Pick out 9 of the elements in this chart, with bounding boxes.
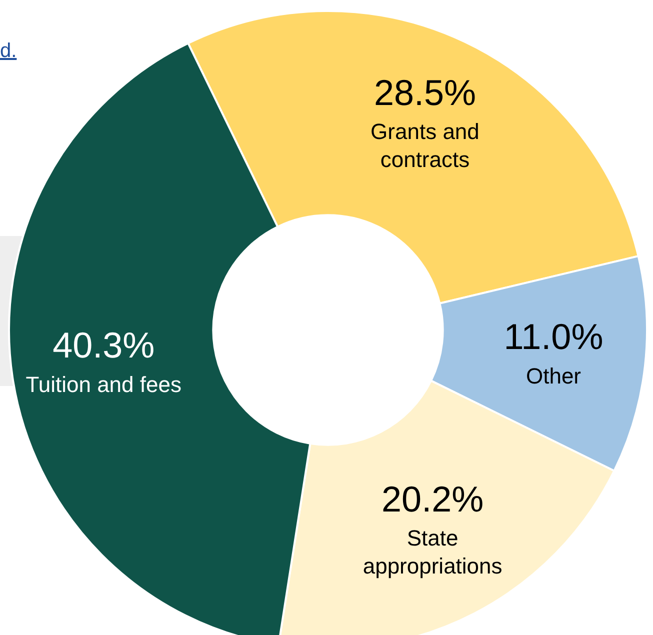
slice-label: Other [526, 363, 582, 388]
data-label: 40.3% [52, 324, 155, 366]
data-label: 11.0% [504, 316, 604, 358]
slice-label: Grants and contracts [370, 118, 480, 172]
text: d. [0, 40, 17, 62]
slice-label: State appropriations [362, 525, 502, 578]
data-label: 28.5% [374, 72, 476, 113]
slice-label: Tuition and fees [26, 372, 182, 397]
data-label: 20.2% [382, 478, 484, 520]
